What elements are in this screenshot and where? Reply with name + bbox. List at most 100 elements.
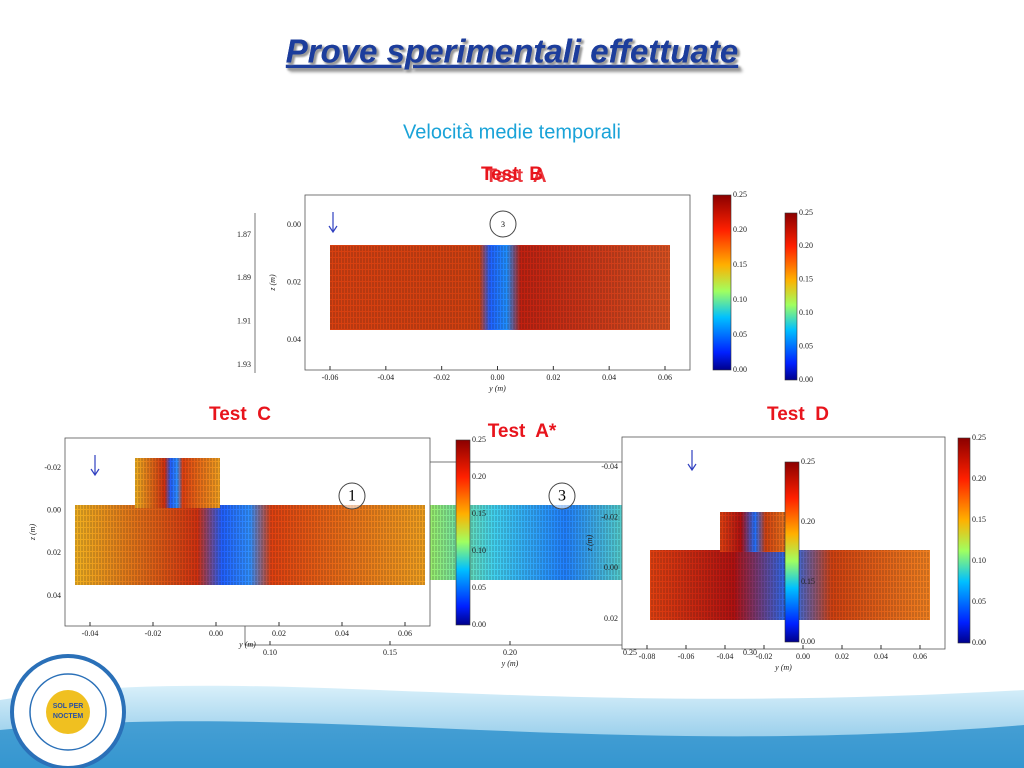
colorbar-label: 0.15: [733, 260, 747, 269]
colorbar-label: 0.20: [799, 241, 813, 250]
x-tick-label: 0.10: [263, 648, 277, 657]
wave: [0, 721, 1024, 768]
x-tick-label: 0.20: [503, 648, 517, 657]
y-tick-label: 0.00: [604, 563, 618, 572]
test-label: Test C: [209, 404, 271, 425]
colorbar-label: 0.25: [733, 190, 747, 199]
flow-arrow: [328, 212, 338, 234]
x-tick-label: 0.06: [658, 373, 672, 382]
colorbar-label: 0.20: [801, 517, 815, 526]
x-tick-label: 0.06: [913, 652, 927, 661]
x-tick-label: -0.06: [322, 373, 339, 382]
panels: -0.06 -0.04 -0.02 0.00 0.02 0.04 0.06 y (m) 0.00…: [28, 164, 986, 672]
y-tick-label: -0.02: [44, 463, 61, 472]
colorbar: [784, 212, 798, 381]
section-marker: [489, 210, 517, 238]
y-axis-label: z (m): [585, 535, 594, 553]
x-tick-label: 0.02: [835, 652, 849, 661]
y-axis-label: z (m): [268, 274, 277, 292]
colorbar-label: 0.25: [472, 435, 486, 444]
colorbar-label: 0.00: [472, 620, 486, 629]
velocity-vectors: [75, 505, 425, 585]
colorbar-label: 0.00: [801, 637, 815, 646]
section-marker-label: 1: [348, 488, 356, 505]
colorbar-label: 0.05: [972, 597, 986, 606]
x-tick-label: 0.04: [874, 652, 888, 661]
y-tick-label: 0.00: [287, 220, 301, 229]
colorbar-label: 0.00: [733, 365, 747, 374]
y-tick-label: -0.02: [601, 512, 618, 521]
x-tick-label: -0.02: [145, 629, 162, 638]
x-tick-label: -0.02: [433, 373, 450, 382]
x-axis-label: y (m): [501, 659, 519, 668]
y-tick-label: 0.04: [287, 335, 301, 344]
title: Prove sperimentali effettuate: [286, 33, 738, 70]
test-label: Test D: [767, 404, 829, 425]
colorbar: [712, 194, 732, 371]
colorbar-label: 0.25: [799, 208, 813, 217]
colorbar: [957, 437, 971, 644]
colorbar-label: 0.15: [799, 275, 813, 284]
colorbar-label: 0.10: [733, 295, 747, 304]
x-tick-label: 0.06: [398, 629, 412, 638]
colorbar-label: 0.15: [801, 577, 815, 586]
colorbar-label: 0.00: [799, 375, 813, 384]
subtitle: Velocità medie temporali: [403, 121, 621, 143]
logo-text: SOL PER: [53, 703, 84, 710]
x-axis-label: y (m): [238, 640, 256, 649]
colorbar-label: 0.10: [472, 546, 486, 555]
logo: SOL PER NOCTEM: [10, 654, 126, 768]
section-marker-label: 3: [501, 220, 505, 229]
y-tick-label: 0.00: [47, 505, 61, 514]
colorbar-label: 0.25: [972, 433, 986, 442]
x-tick-label: -0.04: [82, 629, 99, 638]
flow-arrow: [687, 450, 697, 472]
x-tick-label: -0.06: [678, 652, 695, 661]
x-tick-label: 0.00: [491, 373, 505, 382]
colorbar-label: 0.20: [472, 472, 486, 481]
colorbar-label: 0.10: [799, 308, 813, 317]
x-tick-label: 0.02: [546, 373, 560, 382]
x-tick-label: 0.04: [602, 373, 616, 382]
y-axis-label: z (m): [28, 524, 37, 542]
y-tick-label: -0.04: [601, 462, 618, 471]
velocity-vectors: [135, 458, 220, 508]
colorbar-label: 0.05: [472, 583, 486, 592]
colorbar: [455, 439, 471, 626]
colorbar-label: 0.10: [972, 556, 986, 565]
back-y-tick-label: 1.93: [237, 360, 251, 369]
logo-text: NOCTEM: [53, 713, 84, 720]
x-tick-label: -0.04: [377, 373, 394, 382]
colorbar-label: 0.15: [972, 515, 986, 524]
colorbar-label: 0.05: [799, 341, 813, 350]
section-marker: [338, 482, 366, 510]
colorbar-label: 0.25: [801, 457, 815, 466]
x-tick-label: 0.15: [383, 648, 397, 657]
colorbar-label: 0.00: [972, 638, 986, 647]
x-axis-label: y (m): [774, 663, 792, 672]
x-axis-label: y (m): [488, 384, 506, 393]
x-tick-label: 0.00: [796, 652, 810, 661]
velocity-vectors: [720, 512, 790, 552]
test-label-overlay: Test A: [485, 166, 547, 187]
flow-arrow: [90, 455, 100, 477]
colorbar-label: 0.05: [733, 330, 747, 339]
x-tick-label: 0.30: [743, 648, 757, 657]
colorbar-label: 0.20: [972, 474, 986, 483]
velocity-vectors: [330, 245, 670, 330]
test-label: Test B: [481, 164, 543, 185]
colorbar-label: 0.20: [733, 225, 747, 234]
back-y-tick-label: 1.89: [237, 273, 251, 282]
y-tick-label: 0.04: [47, 591, 61, 600]
section-marker-label: 3: [558, 488, 566, 505]
y-tick-label: 0.02: [287, 277, 301, 286]
x-tick-label: 0.02: [272, 629, 286, 638]
x-tick-label: 0.00: [209, 629, 223, 638]
x-tick-label: 0.25: [623, 648, 637, 657]
y-tick-label: 0.02: [47, 548, 61, 557]
x-tick-label: -0.08: [639, 652, 656, 661]
x-tick-label: 0.04: [335, 629, 349, 638]
colorbar-label: 0.15: [472, 509, 486, 518]
y-tick-label: 0.02: [604, 614, 618, 623]
